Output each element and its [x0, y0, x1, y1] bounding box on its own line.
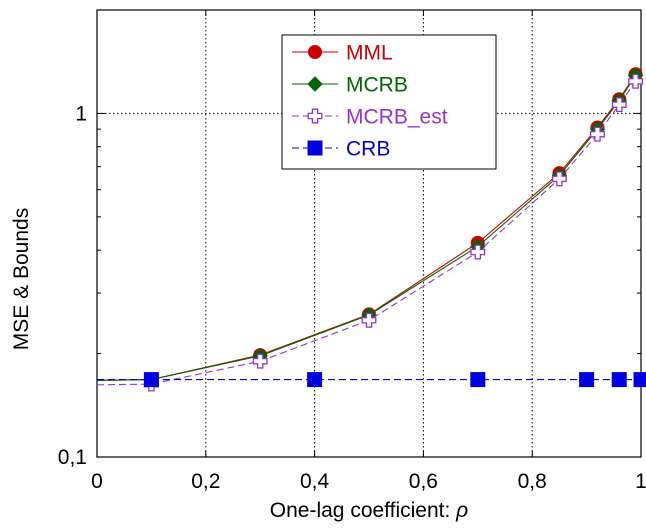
x-tick-label: 0,6 [409, 470, 438, 493]
legend: MML MCRB MCRB_est CRB [281, 34, 497, 170]
x-tick-labels: 0 0,2 0,4 0,6 0,8 1 [91, 470, 646, 493]
data-point-crb [307, 372, 323, 388]
legend-label-crb: CRB [346, 138, 390, 161]
x-tick-label: 0 [91, 470, 103, 493]
y-tick-label: 0,1 [58, 446, 87, 469]
series-crb [97, 372, 646, 388]
plot-frame [96, 9, 642, 458]
legend-label-mml: MML [346, 42, 393, 65]
y-tick-label: 1 [75, 102, 87, 125]
data-point-mcrb-est [551, 171, 567, 187]
y-axis-label: MSE & Bounds [10, 208, 33, 350]
data-point-crb [633, 372, 646, 388]
data-point-crb [143, 372, 159, 388]
data-point-crb [579, 372, 595, 388]
legend-label-mcrb-est: MCRB_est [346, 106, 448, 129]
data-point-crb [611, 372, 627, 388]
data-point-mcrb-est [628, 73, 644, 89]
legend-marker-mml [308, 45, 322, 59]
series-mcrb-est [96, 73, 644, 392]
data-point-mcrb-est [590, 126, 605, 142]
x-tick-label: 1 [635, 470, 646, 493]
legend-label-mcrb: MCRB [346, 74, 408, 97]
series-group [96, 67, 646, 392]
data-point-mcrb-est [611, 97, 627, 113]
x-tick-label: 0,2 [191, 470, 220, 493]
axis-ticks [96, 9, 642, 458]
x-tick-label: 0,8 [518, 470, 547, 493]
data-point-mcrb-est [252, 353, 268, 369]
legend-marker-mcrb-est [307, 108, 323, 124]
data-point-crb [470, 372, 486, 388]
legend-marker-mcrb [307, 76, 323, 92]
x-axis-label: One-lag coefficient: ρ [270, 499, 468, 522]
data-point-mcrb-est [470, 244, 486, 260]
x-tick-label: 0,4 [300, 470, 330, 493]
data-point-mcrb-est [361, 312, 377, 328]
legend-marker-crb [307, 140, 323, 156]
y-tick-labels: 0,11 [58, 102, 87, 469]
